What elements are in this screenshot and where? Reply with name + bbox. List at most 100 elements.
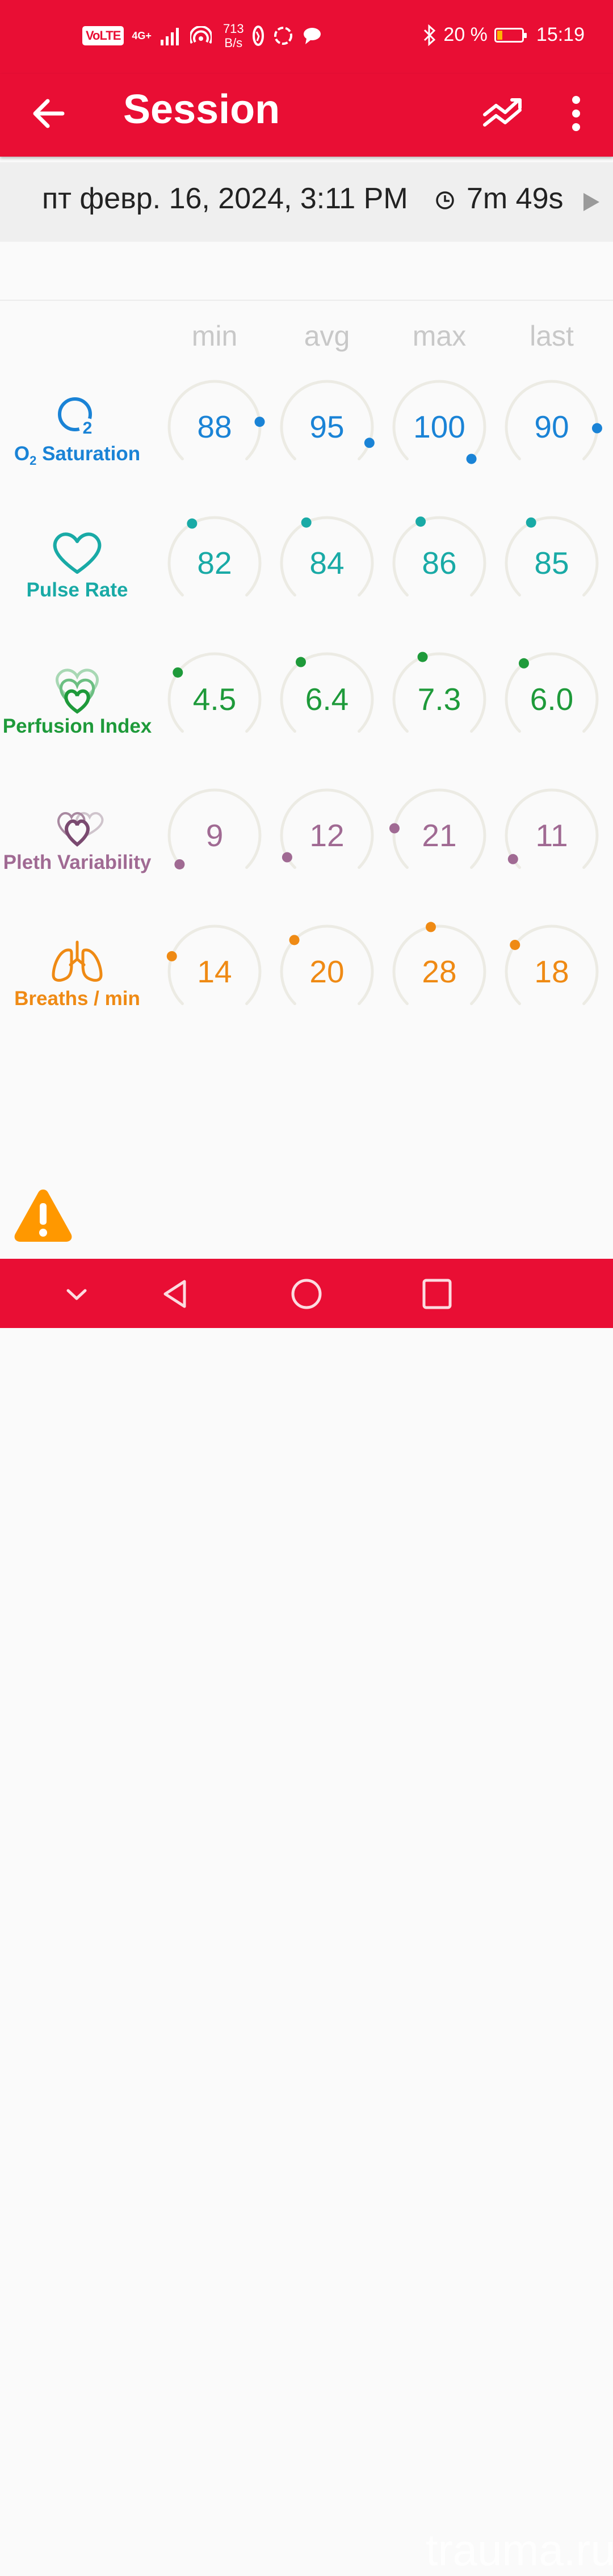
gauge-dial [167, 652, 262, 733]
column-header-max: max [412, 320, 467, 352]
o2-icon: 2 [58, 397, 96, 438]
gauge-track [505, 788, 599, 869]
gauge-dial [505, 380, 602, 461]
heart-icon [53, 532, 102, 574]
gauge-value: 100 [413, 409, 465, 444]
clock-time: 15:19 [536, 24, 585, 45]
divider [0, 300, 613, 301]
column-header-avg: avg [304, 320, 350, 352]
gauge-avg: 6.4 [276, 648, 378, 750]
gauge-indicator-dot [282, 852, 292, 863]
gauge-last: 90 [501, 376, 603, 478]
nav-home-icon[interactable] [287, 1276, 326, 1312]
gauge-dial [167, 516, 262, 597]
gauge-track [505, 516, 599, 597]
gauge-track [392, 516, 486, 597]
gauge-dial [392, 922, 486, 1006]
gauge-dial [392, 380, 486, 464]
battery-level [497, 30, 502, 40]
gauge-last: 18 [501, 921, 603, 1023]
watermark: trauma.ru [426, 2525, 613, 2575]
metric-row-pleth-variability: Pleth Variability 9 12 21 11 [0, 778, 613, 914]
gauge-track [280, 652, 374, 733]
gauge-last: 6.0 [501, 648, 603, 750]
gauge-max: 28 [388, 921, 490, 1023]
gauge-track [167, 788, 262, 869]
metric-label-pleth: Pleth Variability [0, 800, 154, 874]
gauge-max: 21 [388, 784, 490, 886]
gauge-dial [280, 924, 374, 1006]
gauge-dial [167, 788, 262, 869]
gauge-value: 6.4 [305, 682, 349, 717]
gauge-dial [392, 516, 486, 597]
more-vert-icon[interactable] [559, 91, 593, 136]
gauge-track [392, 380, 486, 461]
gauge-indicator-dot [295, 657, 306, 667]
gauge-track [167, 924, 262, 1006]
trend-icon[interactable] [481, 91, 527, 136]
status-bar: VoLTE 4G+ 713 B/s 20 % 15 [0, 0, 613, 74]
gauge-value: 84 [309, 545, 345, 581]
metric-row-perfusion-index: Perfusion Index 4.5 6.4 7.3 6.0 [0, 641, 613, 778]
gauge-track [505, 924, 599, 1006]
gauge-dial [166, 924, 262, 1006]
gauge-value: 88 [197, 409, 232, 444]
hotspot-icon [190, 26, 212, 44]
gauge-indicator-dot [166, 951, 177, 961]
speed-unit: B/s [224, 36, 243, 50]
volte-badge: VoLTE [82, 26, 124, 45]
gauge-value: 95 [309, 409, 345, 444]
column-header-min: min [191, 320, 238, 352]
metric-label-pulse: Pulse Rate [0, 528, 154, 602]
gauge-value: 9 [205, 818, 224, 853]
gauge-track [392, 788, 486, 869]
status-right: 20 % 15:19 [423, 24, 585, 46]
gauge-value: 85 [534, 545, 569, 581]
gauge-max: 86 [388, 512, 490, 614]
o2-label-rest: Saturation [36, 443, 141, 465]
gauge-dial [280, 788, 374, 869]
gauge-value: 12 [309, 818, 345, 853]
lungs-icon [52, 940, 103, 982]
navigation-bar: trauma.ru [0, 1259, 613, 2575]
gauge-track [167, 516, 262, 597]
gauge-min: 88 [163, 376, 266, 478]
gauge-value: 28 [422, 954, 457, 989]
gauge-value: 90 [534, 409, 569, 444]
gauge-dial [389, 788, 486, 869]
warning-icon[interactable] [12, 1186, 74, 1243]
gauge-dial [505, 788, 599, 869]
signal-icon [160, 28, 179, 45]
gauge-min: 14 [163, 921, 266, 1023]
metric-label-perfusion: Perfusion Index [0, 664, 154, 738]
play-icon[interactable] [581, 191, 602, 213]
gauge-dial [280, 652, 374, 733]
gauge-track [392, 924, 486, 1006]
gauge-dial [392, 652, 486, 733]
pleth-heart-icon [57, 812, 104, 847]
gauge-indicator-dot [301, 517, 312, 528]
back-arrow-icon[interactable] [28, 94, 68, 133]
gauge-indicator-dot [254, 417, 265, 427]
gauge-dial [505, 652, 599, 733]
network-speed: 713 B/s [223, 22, 244, 50]
metric-label-text: Perfusion Index [2, 715, 152, 737]
gauge-value: 86 [422, 545, 457, 581]
gauge-track [392, 652, 486, 733]
gauge-value: 21 [422, 818, 457, 853]
sync-icon [274, 27, 292, 45]
gauge-indicator-dot [289, 935, 300, 945]
gauge-indicator-dot [417, 652, 428, 662]
session-date: пт февр. 16, 2024, 3:11 PM [42, 182, 408, 215]
gauge-value: 4.5 [192, 682, 237, 717]
app-bar: Session [0, 74, 613, 157]
metric-label-text: Pleth Variability [3, 851, 152, 873]
o2-label-main: O [14, 443, 30, 465]
chevron-down-icon[interactable] [57, 1276, 96, 1312]
perfusion-heart-icon [56, 669, 99, 714]
status-left: VoLTE 4G+ 713 B/s [82, 22, 322, 50]
gauge-indicator-dot [174, 859, 185, 869]
nav-recents-icon[interactable] [417, 1276, 457, 1312]
nav-back-icon[interactable] [156, 1276, 196, 1312]
gauge-indicator-dot [466, 453, 477, 464]
